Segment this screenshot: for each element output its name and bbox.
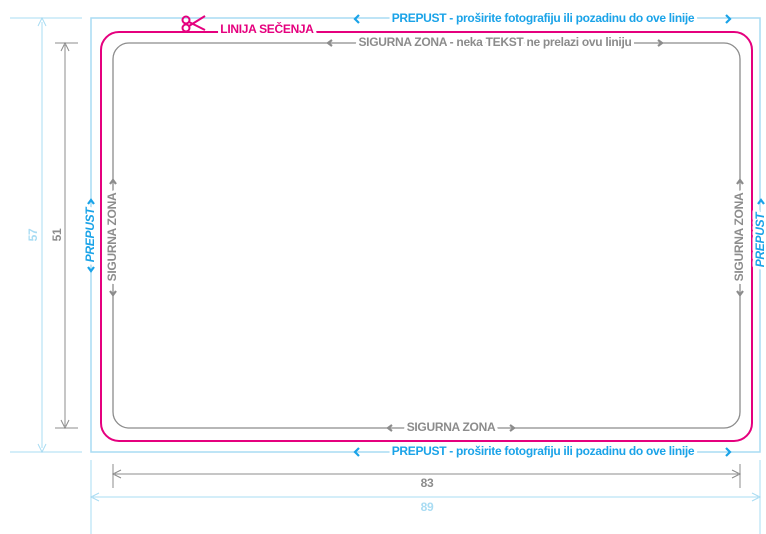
safe-frame <box>112 42 741 429</box>
cut-label: LINIJA SEČENJA <box>220 21 314 36</box>
dimension-lines <box>10 16 762 534</box>
bleed-top-label: PREPUST - proširite fotografiju ili poza… <box>392 11 695 25</box>
bleed-left-label: PREPUST <box>83 206 97 263</box>
bleed-width: 89 <box>421 500 434 514</box>
bleed-height: 57 <box>26 228 40 241</box>
bleed-right-label: PREPUST <box>753 211 766 268</box>
safe-bottom-label: SIGURNA ZONA <box>407 420 496 434</box>
bleed-frame <box>90 17 761 453</box>
cut-frame <box>100 31 753 442</box>
safe-height: 51 <box>50 228 64 241</box>
chevrons <box>87 14 765 457</box>
bleed-bottom-label: PREPUST - proširite fotografiju ili poza… <box>392 444 695 458</box>
safe-width: 83 <box>421 476 434 490</box>
safe-right-label: SIGURNA ZONA <box>732 192 746 281</box>
safe-left-label: SIGURNA ZONA <box>105 192 119 281</box>
scissors-icon <box>181 15 206 33</box>
safe-top-label: SIGURNA ZONA - neka TEKST ne prelazi ovu… <box>358 35 631 49</box>
